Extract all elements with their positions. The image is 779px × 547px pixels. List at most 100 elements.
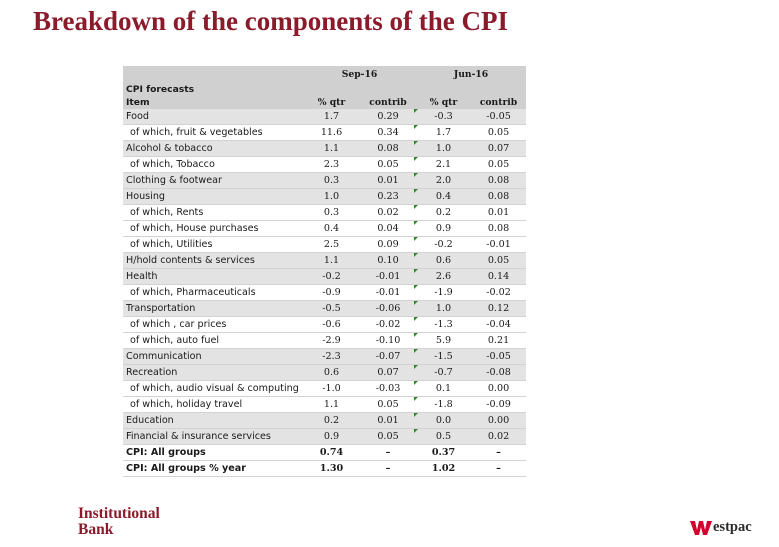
sep-contrib-cell: -0.01 [360, 268, 417, 285]
sep-qtr-cell: 1.1 [303, 252, 360, 269]
jun-qtr-cell: -0.2 [414, 236, 472, 253]
row-label: Communication [123, 348, 303, 365]
sep-qtr-cell: 0.9 [303, 428, 360, 445]
sep-qtr-cell: 1.7 [303, 109, 360, 125]
table-row: of which, auto fuel -2.9 -0.10 5.9 0.21 [123, 332, 527, 349]
sep-contrib-cell: -0.06 [360, 300, 417, 317]
jun-qtr-cell: -1.9 [414, 284, 472, 301]
jun-contrib-cell: -0.04 [471, 316, 527, 333]
jun-contrib-cell: 0.05 [471, 252, 527, 269]
comment-flag-icon [414, 285, 419, 289]
jun-qtr-cell: 0.0 [414, 412, 472, 429]
jun-qtr-value: 0.5 [435, 431, 452, 442]
row-label: Food [123, 109, 303, 125]
table-row: of which, Tobacco 2.3 0.05 2.1 0.05 [123, 156, 527, 173]
jun-qtr-cell: 1.02 [416, 460, 472, 477]
table-row: of which, Rents 0.3 0.02 0.2 0.01 [123, 204, 527, 221]
row-label: Education [123, 412, 303, 429]
jun-contrib-cell: 0.08 [471, 220, 527, 237]
row-label: of which, House purchases [123, 220, 303, 237]
jun-qtr-value: 2.6 [435, 271, 452, 282]
jun-qtr-value: 1.0 [435, 303, 452, 314]
jun-contrib-cell: 0.12 [471, 300, 527, 317]
sep-qtr-cell: 11.6 [303, 124, 360, 141]
comment-flag-icon [414, 397, 419, 401]
column-header-jun-qtr: % qtr [416, 96, 472, 109]
jun-contrib-cell: 0.21 [471, 332, 527, 349]
row-label: of which, Pharmaceuticals [123, 284, 303, 301]
table-row: Health -0.2 -0.01 2.6 0.14 [123, 268, 527, 285]
jun-contrib-cell: – [471, 460, 527, 477]
sep-contrib-cell: – [360, 444, 417, 461]
row-label: Alcohol & tobacco [123, 140, 303, 157]
sep-qtr-cell: 0.6 [303, 364, 360, 381]
jun-qtr-cell: 0.37 [416, 444, 472, 461]
sep-contrib-cell: -0.10 [360, 332, 417, 349]
jun-qtr-value: 2.1 [435, 159, 452, 170]
comment-flag-icon [414, 365, 419, 369]
jun-qtr-cell: 2.0 [414, 172, 472, 189]
sep-qtr-cell: 2.5 [303, 236, 360, 253]
institutional-bank-logo-line2: Bank [78, 521, 114, 538]
row-label: Housing [123, 188, 303, 205]
jun-qtr-cell: 2.6 [414, 268, 472, 285]
jun-qtr-cell: -1.5 [414, 348, 472, 365]
jun-qtr-cell: 0.9 [414, 220, 472, 237]
sep-contrib-cell: 0.09 [360, 236, 417, 253]
jun-qtr-value: 0.2 [435, 207, 452, 218]
westpac-logo: estpac [690, 519, 752, 536]
jun-contrib-cell: 0.05 [471, 156, 527, 173]
table-row: CPI: All groups % year 1.30–1.02– [123, 460, 527, 477]
comment-flag-icon [414, 317, 419, 321]
comment-flag-icon [414, 157, 419, 161]
comment-flag-icon [414, 237, 419, 241]
table-row: Transportation -0.5 -0.06 1.0 0.12 [123, 300, 527, 317]
jun-qtr-cell: 1.0 [414, 140, 472, 157]
table-row: Communication -2.3 -0.07 -1.5 -0.05 [123, 348, 527, 365]
sep-contrib-cell: 0.05 [360, 156, 417, 173]
sep-qtr-cell: 1.30 [303, 460, 360, 477]
comment-flag-icon [414, 333, 419, 337]
column-header-jun-contrib: contrib [471, 96, 527, 109]
sep-contrib-cell: 0.08 [360, 140, 417, 157]
jun-qtr-cell: 0.1 [414, 380, 472, 397]
jun-qtr-value: 0.4 [435, 191, 452, 202]
table-row: of which, fruit & vegetables 11.6 0.34 1.7 0… [123, 124, 527, 141]
jun-qtr-cell: 5.9 [414, 332, 472, 349]
jun-contrib-cell: 0.00 [471, 380, 527, 397]
jun-contrib-cell: -0.05 [471, 348, 527, 365]
jun-contrib-cell: -0.02 [471, 284, 527, 301]
column-header-item: Item [123, 96, 303, 109]
jun-qtr-value: 0.1 [435, 383, 452, 394]
sep-contrib-cell: -0.01 [360, 284, 417, 301]
table-row: CPI: All groups 0.74–0.37– [123, 444, 527, 461]
sep-contrib-cell: 0.10 [360, 252, 417, 269]
sep-qtr-cell: 1.1 [303, 396, 360, 413]
table-row: Clothing & footwear 0.3 0.01 2.0 0.08 [123, 172, 527, 189]
table-row: Alcohol & tobacco 1.1 0.08 1.0 0.07 [123, 140, 527, 157]
jun-qtr-cell: 0.5 [414, 428, 472, 445]
table-row: Housing 1.0 0.23 0.4 0.08 [123, 188, 527, 205]
institutional-bank-logo: Institutional Bank [78, 506, 160, 538]
comment-flag-icon [414, 189, 419, 193]
sep-contrib-cell: – [360, 460, 417, 477]
jun-qtr-value: -1.9 [434, 287, 453, 298]
table-row: Food 1.7 0.29 -0.3 -0.05 [123, 109, 527, 125]
jun-qtr-cell: 1.0 [414, 300, 472, 317]
table-row: Education 0.2 0.01 0.0 0.00 [123, 412, 527, 429]
row-label: CPI: All groups [123, 444, 303, 461]
row-label: Clothing & footwear [123, 172, 303, 189]
jun-contrib-cell: 0.14 [471, 268, 527, 285]
row-label: of which, Utilities [123, 236, 303, 253]
sep-contrib-cell: -0.03 [360, 380, 417, 397]
jun-qtr-cell: -1.8 [414, 396, 472, 413]
sep-contrib-cell: 0.01 [360, 412, 417, 429]
sep-contrib-cell: -0.07 [360, 348, 417, 365]
column-header-sep-qtr: % qtr [303, 96, 360, 109]
sep-contrib-cell: 0.04 [360, 220, 417, 237]
jun-qtr-value: 0.0 [435, 415, 452, 426]
jun-contrib-cell: -0.09 [471, 396, 527, 413]
westpac-logo-text: estpac [713, 519, 752, 535]
sep-qtr-cell: -1.0 [303, 380, 360, 397]
row-label: of which, fruit & vegetables [123, 124, 303, 141]
